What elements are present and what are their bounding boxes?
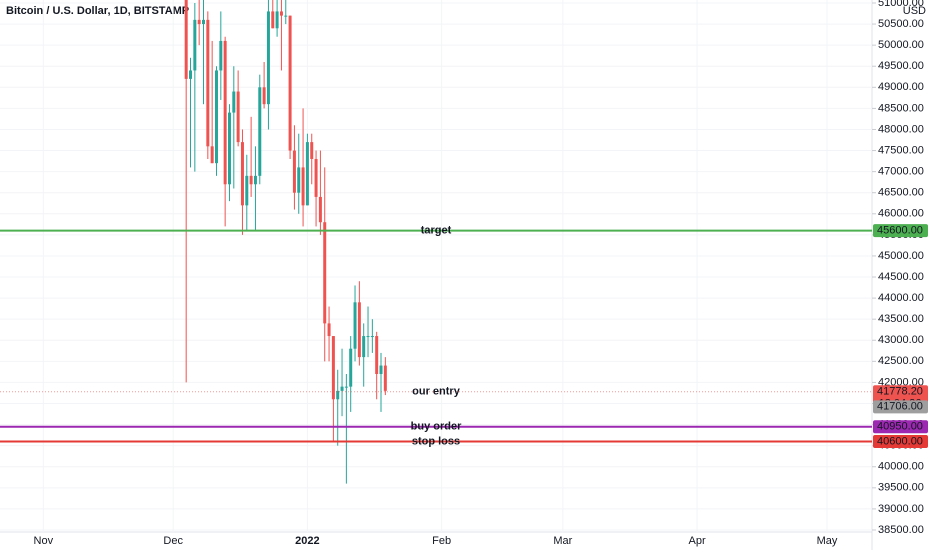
candle-body: [288, 15, 292, 151]
candle-body: [258, 87, 262, 176]
candle-body: [314, 158, 318, 197]
y-tick-label: 44500.00: [878, 271, 924, 283]
y-tick-label: 45000.00: [878, 250, 924, 262]
candle-body: [340, 386, 344, 391]
y-tick-label: 43500.00: [878, 313, 924, 325]
currency: USD: [903, 5, 926, 17]
y-tick-label: 48500.00: [878, 102, 924, 114]
y-tick-label: 46500.00: [878, 187, 924, 199]
y-tick-label: 48000.00: [878, 123, 924, 135]
candle-body: [292, 150, 296, 193]
y-tick-label: 44000.00: [878, 292, 924, 304]
candle-body: [249, 175, 253, 185]
x-tick-label: Nov: [34, 535, 54, 547]
y-tick-label: 47000.00: [878, 166, 924, 178]
level-name: our entry: [412, 386, 461, 398]
y-tick-label: 39000.00: [878, 503, 924, 515]
y-tick-label: 51000.00: [878, 0, 924, 9]
price-label: 41778.20: [877, 386, 923, 398]
candle-body: [253, 175, 257, 185]
candle-body: [310, 142, 314, 159]
candle-body: [262, 87, 266, 105]
price-label-box: [873, 434, 928, 448]
candle-body: [323, 222, 327, 324]
y-tick-label: 42500.00: [878, 355, 924, 367]
candle-body: [318, 196, 322, 223]
candle-body: [297, 167, 301, 193]
x-tick-label: Feb: [432, 535, 451, 547]
candle-body: [362, 336, 366, 358]
candle-body: [271, 11, 275, 29]
candle-body: [236, 91, 240, 143]
candle-body: [201, 19, 205, 25]
y-tick-label: 49500.00: [878, 60, 924, 72]
price-label: 40950.00: [877, 421, 923, 433]
candle-body: [223, 40, 227, 185]
level-name: buy order: [411, 421, 462, 433]
y-tick-label: 40000.00: [878, 461, 924, 473]
level-name: target: [421, 225, 452, 237]
candle-body: [275, 11, 279, 29]
candle-body: [301, 167, 305, 206]
y-tick-label: 38500.00: [878, 524, 924, 536]
candle-body: [266, 11, 270, 105]
candle-body: [210, 146, 214, 164]
x-tick-label: Mar: [553, 535, 572, 547]
y-tick-label: 49000.00: [878, 81, 924, 93]
y-tick-label: 50500.00: [878, 18, 924, 30]
plot: [0, 0, 872, 532]
candle-body: [279, 11, 283, 16]
candle-body: [240, 142, 244, 206]
candle-body: [227, 112, 231, 185]
y-tick-label: 50000.00: [878, 39, 924, 51]
candle-body: [327, 323, 331, 337]
price-label: 41706.00: [877, 401, 923, 413]
x-tick-label: 2022: [295, 535, 319, 547]
candle-body: [336, 390, 340, 400]
price-label: 40600.00: [877, 435, 923, 447]
y-tick-label: 46000.00: [878, 208, 924, 220]
candle-body: [189, 70, 193, 79]
candle-body: [206, 19, 210, 147]
candle-body: [366, 336, 370, 338]
y-tick-label: 43000.00: [878, 334, 924, 346]
candle-body: [284, 15, 288, 17]
price-label-box: [873, 420, 928, 434]
candle-body: [370, 336, 374, 338]
candle-body: [331, 336, 335, 400]
x-tick-label: May: [817, 535, 838, 547]
level-name: stop loss: [412, 435, 460, 447]
price-label: 45600.00: [877, 225, 923, 237]
candle-body: [184, 0, 188, 79]
candle-body: [379, 365, 383, 374]
candle-body: [193, 19, 197, 71]
candle-body: [357, 302, 361, 358]
price-label-box: [873, 400, 928, 414]
price-label-box: [873, 224, 928, 238]
y-tick-label: 39500.00: [878, 482, 924, 494]
candle-body: [349, 348, 353, 387]
chart-title: Bitcoin / U.S. Dollar, 1D, BITSTAMP: [6, 5, 189, 17]
candle-body: [383, 365, 387, 391]
candle-body: [197, 19, 201, 25]
candle-body: [344, 386, 348, 388]
y-tick-label: 47500.00: [878, 144, 924, 156]
x-tick-label: Dec: [163, 535, 183, 547]
candle-body: [353, 302, 357, 349]
candle-body: [232, 91, 236, 113]
candle-body: [305, 142, 309, 206]
candle-body: [214, 70, 218, 164]
candle-body: [245, 175, 249, 206]
x-tick-label: Apr: [689, 535, 706, 547]
candle-body: [375, 336, 379, 374]
candle-body: [219, 40, 223, 71]
